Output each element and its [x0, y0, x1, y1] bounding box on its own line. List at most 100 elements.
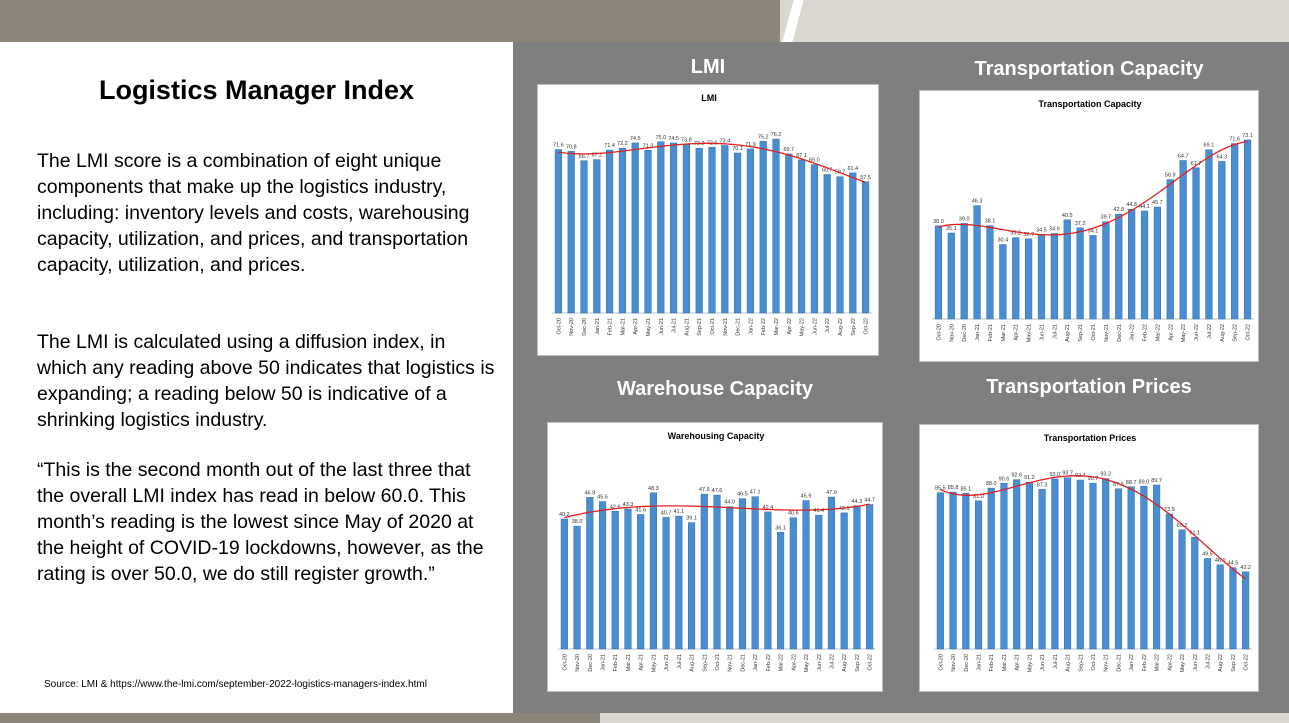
bar: [688, 522, 696, 650]
bar: [675, 515, 683, 650]
bar: [1229, 567, 1237, 650]
x-tick-label: Oct-20: [562, 654, 568, 671]
data-label: 60.7: [822, 167, 833, 173]
x-tick-label: Oct-22: [868, 654, 874, 671]
data-label: 89.0: [1139, 479, 1150, 485]
bar: [1063, 219, 1071, 320]
data-label: 91.2: [1024, 475, 1035, 481]
data-label: 65.0: [809, 158, 820, 164]
bar: [721, 145, 729, 314]
bar: [1153, 206, 1161, 320]
bar: [1076, 227, 1084, 320]
data-label: 71.6: [1229, 137, 1240, 143]
data-label: 69.7: [783, 147, 794, 153]
bar: [836, 176, 844, 314]
x-tick-label: Feb-21: [613, 654, 619, 671]
bar: [662, 517, 670, 650]
data-label: 46.5: [737, 492, 748, 498]
chart-heading-warehouse-capacity: Warehouse Capacity: [617, 378, 813, 400]
bar: [1013, 479, 1021, 650]
data-label: 90.6: [999, 476, 1010, 482]
bar: [1191, 537, 1199, 650]
x-tick-label: Dec-20: [582, 318, 588, 336]
chart-warehouse-capacity: Warehousing Capacity 40.2 Oct-20 38.0 Nov-20…: [547, 422, 883, 692]
data-label: 81.0: [973, 494, 984, 500]
bar: [849, 172, 857, 314]
data-label: 85.8: [948, 485, 959, 491]
data-label: 70.8: [566, 144, 577, 150]
x-tick-label: Apr-22: [791, 654, 797, 671]
x-tick-label: Jan-21: [977, 654, 983, 671]
bar: [962, 493, 970, 650]
x-tick-label: Jul-22: [1207, 324, 1213, 339]
data-label: 61.7: [1191, 161, 1202, 167]
bar: [726, 506, 734, 650]
data-label: 67.2: [591, 153, 602, 159]
chart-transportation-capacity: Transportation Capacity 38.0 Oct-20 35.1 Nov…: [919, 90, 1259, 362]
x-tick-label: Aug-21: [684, 318, 690, 336]
bar: [618, 147, 626, 314]
data-label: 42.2: [1240, 565, 1251, 571]
bar: [1218, 161, 1226, 320]
bar: [606, 149, 614, 314]
data-label: 38.0: [572, 519, 583, 525]
x-tick-label: Jun-21: [664, 654, 670, 671]
bar: [1178, 529, 1186, 650]
trend-line: [938, 140, 1248, 236]
bar: [1051, 478, 1059, 650]
x-tick-label: Jan-22: [753, 654, 759, 671]
x-tick-label: Aug-22: [838, 318, 844, 336]
bar: [1216, 564, 1224, 650]
trend-line: [940, 475, 1246, 580]
data-label: 43.3: [623, 502, 634, 508]
data-label: 41.6: [635, 507, 646, 513]
bar: [593, 159, 601, 314]
bar: [1050, 233, 1058, 320]
paragraph-quote: “This is the second month out of the las…: [37, 459, 484, 585]
data-label: 42.4: [763, 505, 774, 511]
data-label: 33.2: [1010, 231, 1021, 237]
chart-transportation-prices-svg: Transportation Prices 85.5 Oct-20 85.8 Nov-2…: [934, 433, 1252, 672]
x-tick-label: Jul-21: [1052, 324, 1058, 339]
bar: [960, 223, 968, 320]
x-tick-label: Oct-21: [1091, 654, 1097, 671]
x-tick-label: Nov-20: [569, 318, 575, 336]
x-tick-label: Jun-22: [812, 318, 818, 335]
bar: [827, 496, 836, 650]
x-tick-label: Jun-21: [659, 318, 665, 335]
bar: [987, 487, 995, 650]
bar: [1102, 221, 1110, 320]
x-tick-label: Jun-21: [1040, 654, 1046, 671]
x-tick-label: Jul-22: [825, 318, 831, 333]
bar: [764, 511, 772, 650]
bar: [670, 142, 678, 314]
x-tick-label: Apr-21: [1015, 654, 1021, 671]
bar: [1203, 558, 1212, 650]
bar: [657, 141, 665, 314]
data-label: 34.5: [1036, 227, 1047, 233]
x-tick-label: Nov-20: [949, 324, 955, 342]
x-tick-label: Feb-22: [1142, 654, 1148, 671]
x-tick-label: Nov-21: [728, 654, 734, 672]
paragraph-diffusion-index: The LMI is calculated using a diffusion …: [37, 331, 495, 431]
x-tick-label: Oct-22: [864, 318, 870, 335]
x-tick-label: May-22: [800, 318, 806, 336]
data-label: 70.1: [732, 146, 743, 152]
x-tick-label: Sep-22: [1231, 654, 1237, 672]
x-tick-label: Nov-21: [1104, 654, 1110, 672]
x-tick-label: Jul-21: [672, 318, 678, 333]
data-label: 34.1: [1088, 228, 1099, 234]
data-label: 71.4: [604, 143, 615, 149]
bar: [1243, 139, 1252, 320]
data-label: 88.0: [986, 481, 997, 487]
data-label: 89.7: [1151, 478, 1162, 484]
bar: [1153, 484, 1161, 650]
data-label: 93.0: [1049, 472, 1060, 478]
x-tick-label: Jul-22: [1205, 654, 1211, 669]
chart-heading-transportation-prices: Transportation Prices: [986, 376, 1192, 398]
data-label: 46.9: [584, 490, 595, 496]
x-tick-label: May-21: [1027, 324, 1033, 342]
data-label: 93.2: [1100, 472, 1111, 478]
bar: [949, 491, 957, 650]
data-label: 38.1: [985, 219, 996, 225]
